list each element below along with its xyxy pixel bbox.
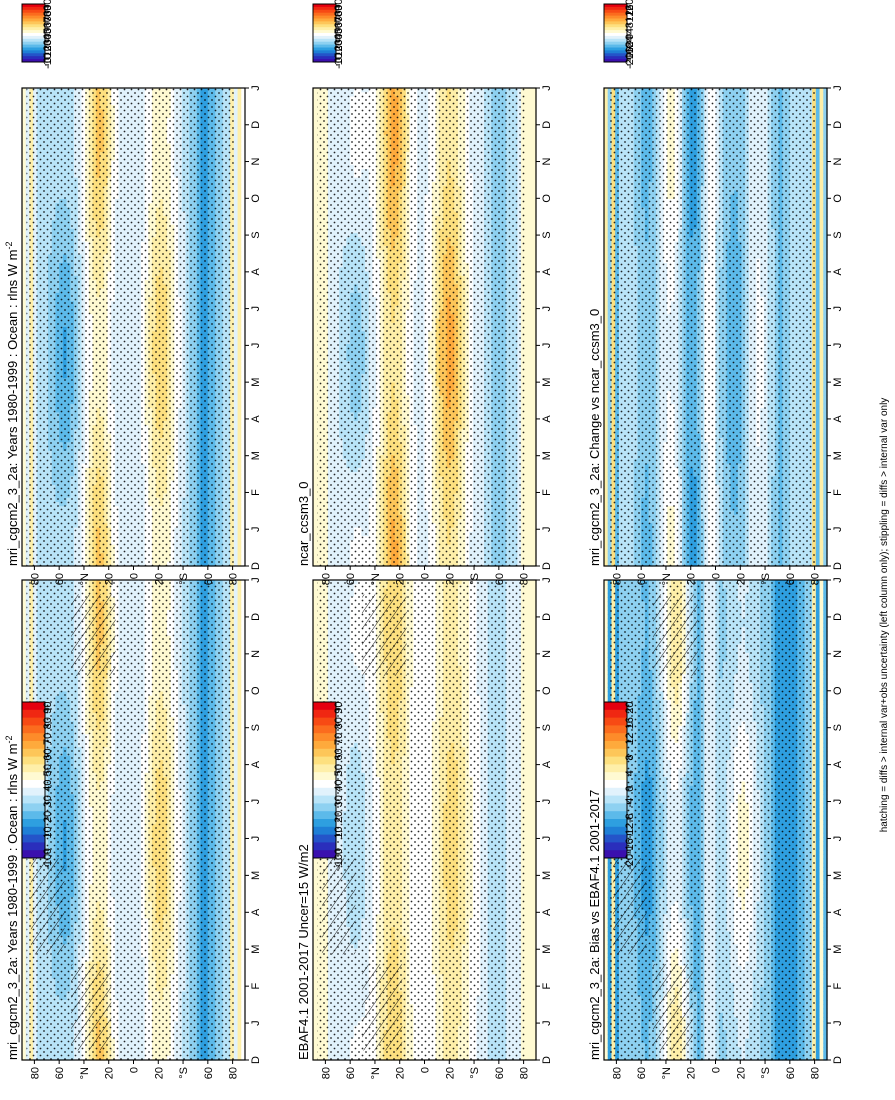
- heatmap-cell: [22, 987, 26, 992]
- heatmap-cell: [22, 1021, 26, 1026]
- heatmap-cell: [22, 957, 26, 962]
- heatmap-cell: [22, 597, 26, 602]
- heatmap-cell: [22, 644, 26, 649]
- heatmap-cell: [22, 619, 26, 624]
- heatmap-cell: [22, 927, 26, 932]
- heatmap-cell: [22, 936, 26, 941]
- heatmap-cell: [22, 649, 26, 654]
- heatmap-cell: [22, 1026, 26, 1031]
- panels-layer: 80 60 °N 20 0 20 °S 60 80DJFMAMJJASONDJmri_cgcm2…: [4, 85, 844, 1079]
- heatmap-cell: [22, 901, 26, 906]
- heatmap-cell: [22, 653, 26, 658]
- heatmap-cell: [22, 580, 26, 585]
- heatmap-cell: [22, 897, 26, 902]
- heatmap-cell: [22, 1043, 26, 1048]
- heatmap-cell: [22, 859, 26, 864]
- heatmap-cell: [22, 683, 26, 688]
- heatmap-cell: [22, 884, 26, 889]
- heatmap-cell: [22, 944, 26, 949]
- heatmap-cell: [22, 863, 26, 868]
- heatmap-cell: [22, 640, 26, 645]
- heatmap-cell: [22, 1004, 26, 1009]
- heatmap-cell: [22, 614, 26, 619]
- heatmap-cell: [22, 593, 26, 598]
- heatmap-cell: [22, 953, 26, 958]
- heatmap-cell: [22, 906, 26, 911]
- heatmap-cell: [22, 979, 26, 984]
- heatmap-cell: [22, 983, 26, 988]
- heatmap-cell: [22, 1034, 26, 1039]
- heatmap-cell: [22, 871, 26, 876]
- heatmap-cell: [22, 974, 26, 979]
- heatmap-cell: [22, 670, 26, 675]
- heatmap-cell: [22, 691, 26, 696]
- heatmap-cell: [22, 1017, 26, 1022]
- heatmap-cell: [22, 696, 26, 701]
- heatmap-cell: [22, 949, 26, 954]
- heatmap-cell: [22, 631, 26, 636]
- heatmap-cell: [22, 610, 26, 615]
- heatmap-cell: [22, 584, 26, 589]
- heatmap-cell: [22, 1030, 26, 1035]
- heatmap-cell: [22, 601, 26, 606]
- heatmap-cell: [22, 657, 26, 662]
- heatmap-cell: [22, 1047, 26, 1052]
- heatmap-cell: [22, 940, 26, 945]
- heatmap-cell: [22, 961, 26, 966]
- heatmap-cell: [22, 931, 26, 936]
- heatmap-cell: [22, 1051, 26, 1056]
- heatmap-cell: [22, 627, 26, 632]
- heatmap-cell: [22, 606, 26, 611]
- heatmap-cell: [22, 923, 26, 928]
- heatmap-cell: [22, 636, 26, 641]
- heatmap-cell: [22, 1009, 26, 1014]
- heatmap-cell: [22, 914, 26, 919]
- heatmap-cell: [22, 674, 26, 679]
- heatmap-cell: [22, 1013, 26, 1018]
- heatmap-cell: [22, 1039, 26, 1044]
- heatmap-cell: [22, 867, 26, 872]
- heatmap-cell: [22, 996, 26, 1001]
- heatmap-cell: [22, 876, 26, 881]
- heatmap-cell: [22, 889, 26, 894]
- heatmap-cell: [22, 880, 26, 885]
- heatmap-cell: [22, 661, 26, 666]
- heatmap-cell: [22, 910, 26, 915]
- heatmap-cell: [22, 919, 26, 924]
- heatmap-cell: [22, 687, 26, 692]
- heatmap-cell: [22, 666, 26, 671]
- heatmap-cell: [22, 893, 26, 898]
- heatmap-cell: [22, 623, 26, 628]
- heatmap-cell: [22, 679, 26, 684]
- heatmap-cell: [22, 970, 26, 975]
- heatmap-cell: [22, 991, 26, 996]
- heatmap-cell: [22, 1000, 26, 1005]
- heatmap-cell: [22, 966, 26, 971]
- heatmap-cell: [22, 589, 26, 594]
